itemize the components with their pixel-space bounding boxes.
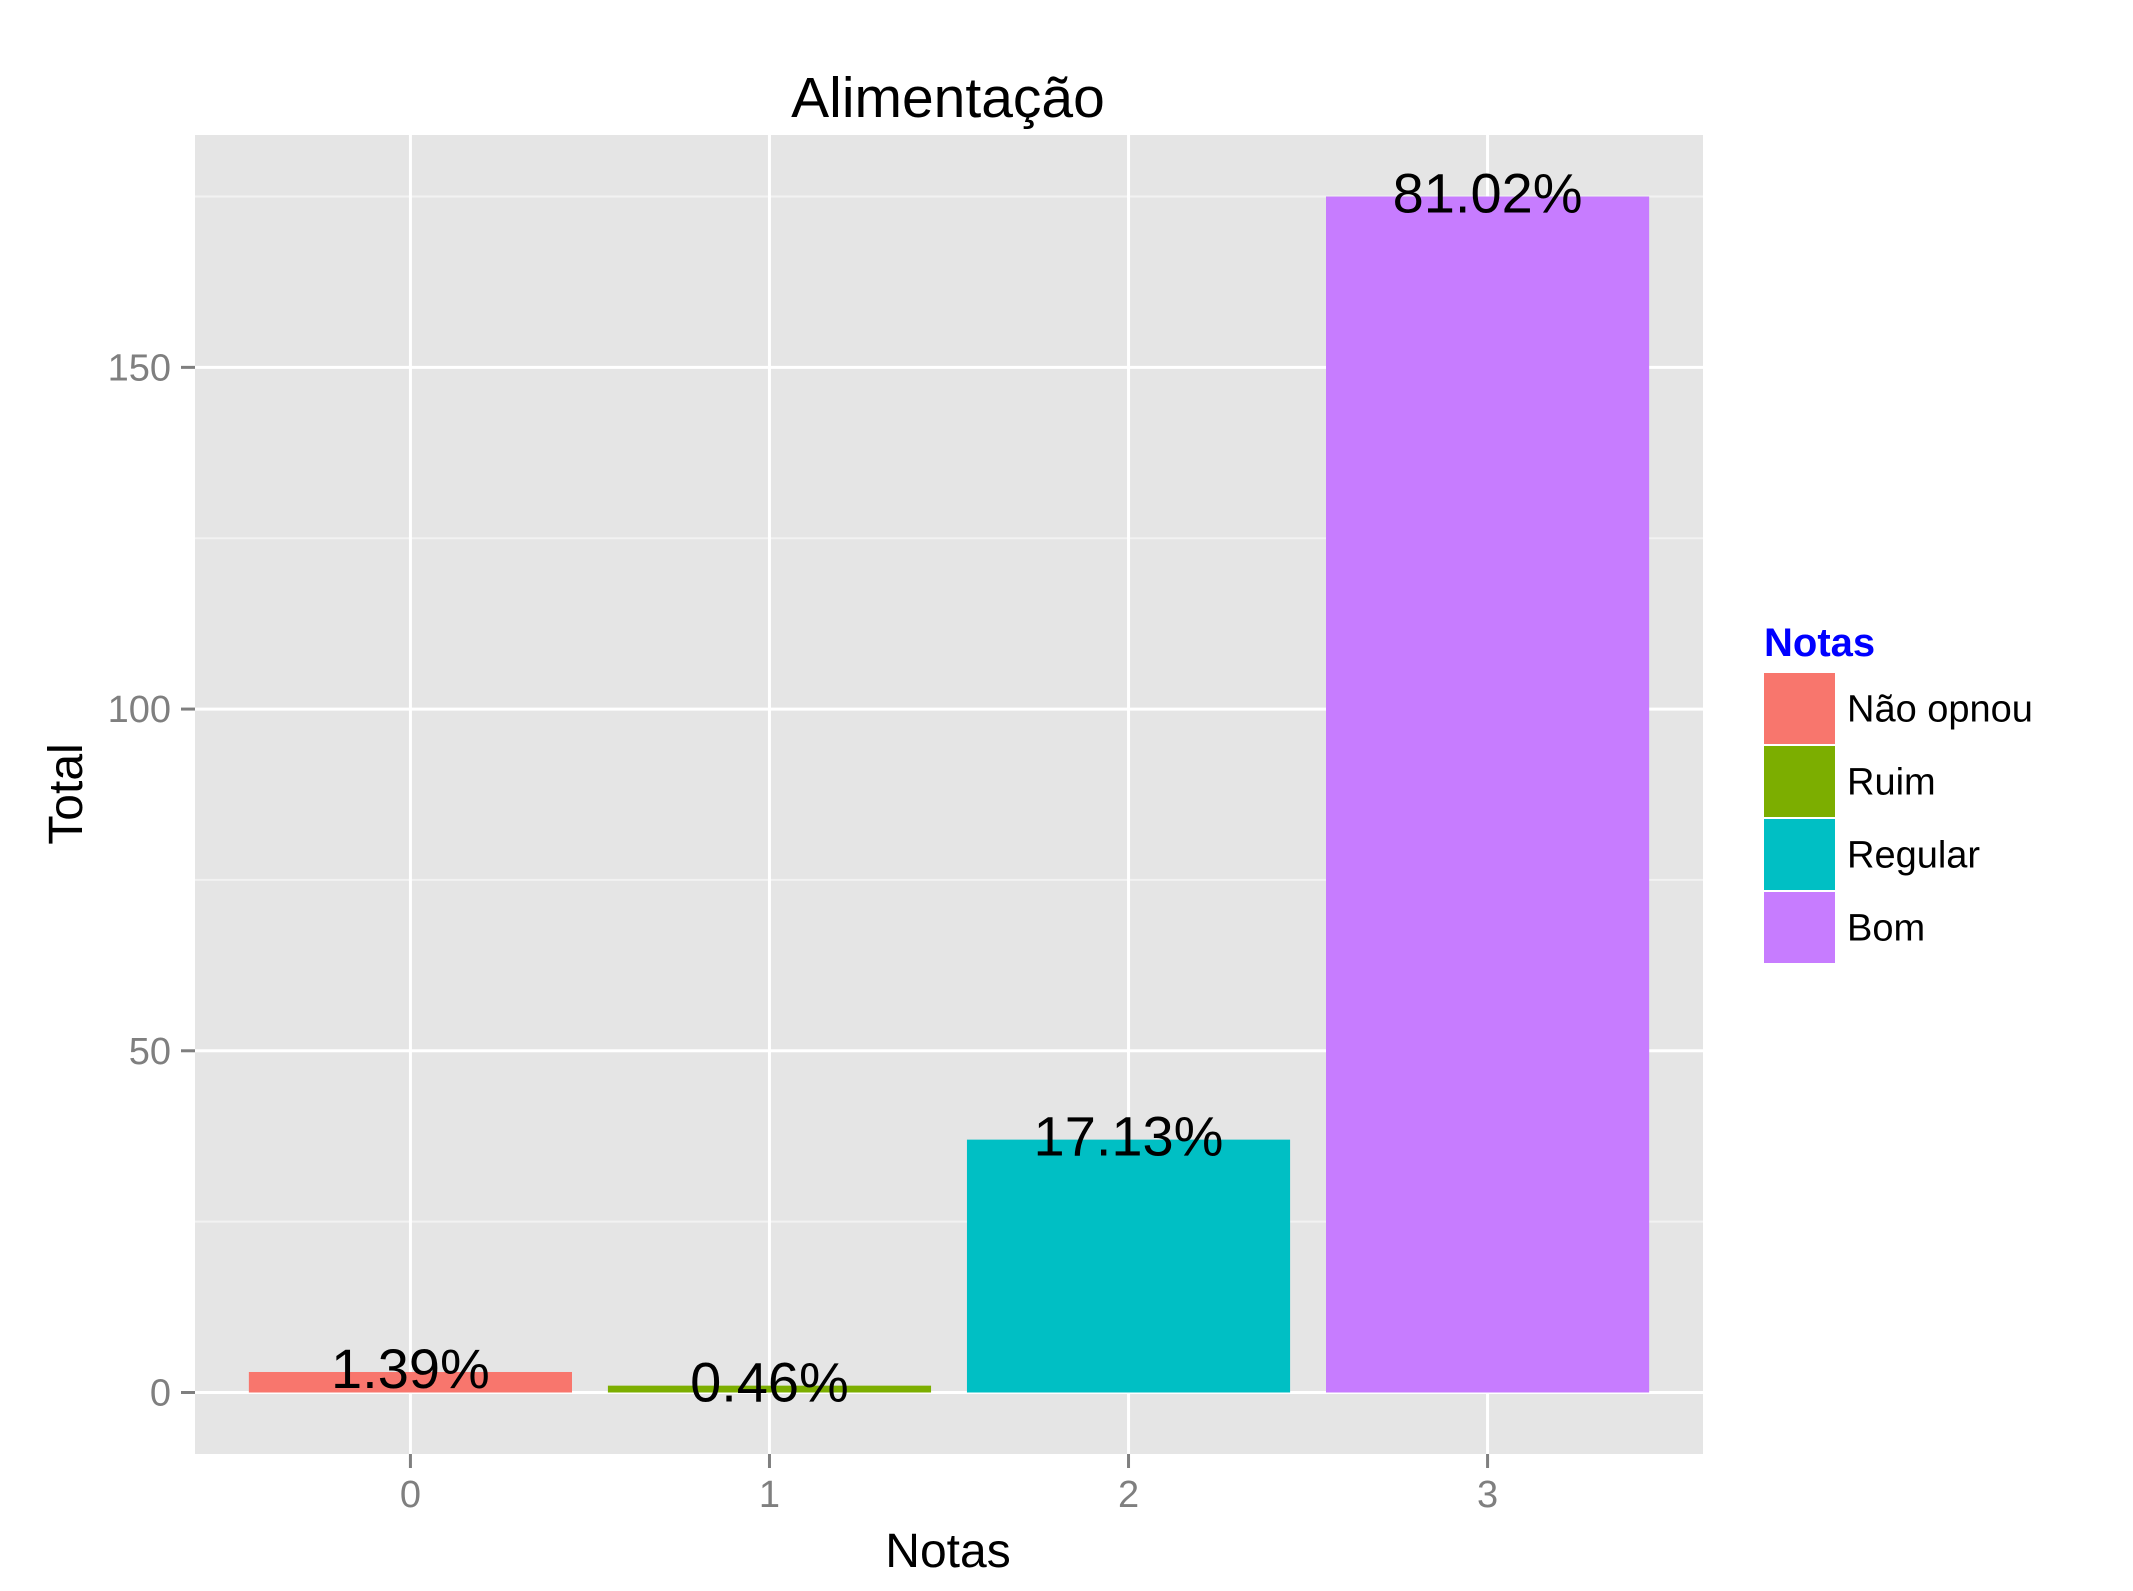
x-axis-title: Notas xyxy=(885,1525,1010,1578)
data-label: 0.46% xyxy=(690,1351,849,1414)
data-label: 81.02% xyxy=(1393,162,1583,225)
legend-label: Bom xyxy=(1847,908,1925,950)
data-label: 17.13% xyxy=(1034,1105,1224,1168)
chart-title: Alimentação xyxy=(791,66,1105,130)
bar xyxy=(1326,196,1650,1393)
legend: Notas Não opnou Ruim Regular Bom xyxy=(1764,621,2033,963)
x-tick-label: 1 xyxy=(759,1474,780,1516)
legend-label: Não opnou xyxy=(1847,689,2033,731)
legend-label: Regular xyxy=(1847,835,1980,877)
x-tick-label: 2 xyxy=(1118,1474,1139,1516)
y-tick-label: 0 xyxy=(150,1372,171,1414)
x-tick-label: 0 xyxy=(400,1474,421,1516)
y-tick-label: 50 xyxy=(129,1031,171,1073)
legend-key xyxy=(1764,746,1835,817)
legend-key xyxy=(1764,673,1835,744)
data-labels: 1.39% 0.46% 17.13% 81.02% xyxy=(331,162,1583,1414)
y-tick-label: 100 xyxy=(108,689,171,731)
bar xyxy=(607,1385,932,1393)
bar xyxy=(966,1139,1291,1393)
y-axis-title: Total xyxy=(40,743,93,844)
bar xyxy=(248,1371,572,1393)
legend-label: Ruim xyxy=(1847,762,1936,804)
x-tick-label: 3 xyxy=(1477,1474,1498,1516)
bars xyxy=(248,196,1650,1393)
legend-key xyxy=(1764,819,1835,890)
y-tick-label: 150 xyxy=(108,347,171,389)
legend-title: Notas xyxy=(1764,621,1875,665)
x-axis: 0 1 2 3 xyxy=(400,1454,1498,1516)
legend-key xyxy=(1764,892,1835,963)
y-axis: 0 50 100 150 xyxy=(108,347,195,1414)
data-label: 1.39% xyxy=(331,1337,490,1400)
